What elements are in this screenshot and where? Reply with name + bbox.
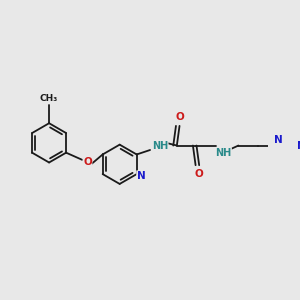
Text: N: N [137,171,146,181]
Text: NH: NH [152,140,168,151]
Text: N: N [297,141,300,152]
Text: O: O [83,158,92,167]
Text: O: O [175,112,184,122]
Text: O: O [195,169,203,179]
Text: NH: NH [215,148,231,158]
Text: N: N [274,135,283,145]
Text: CH₃: CH₃ [40,94,58,103]
